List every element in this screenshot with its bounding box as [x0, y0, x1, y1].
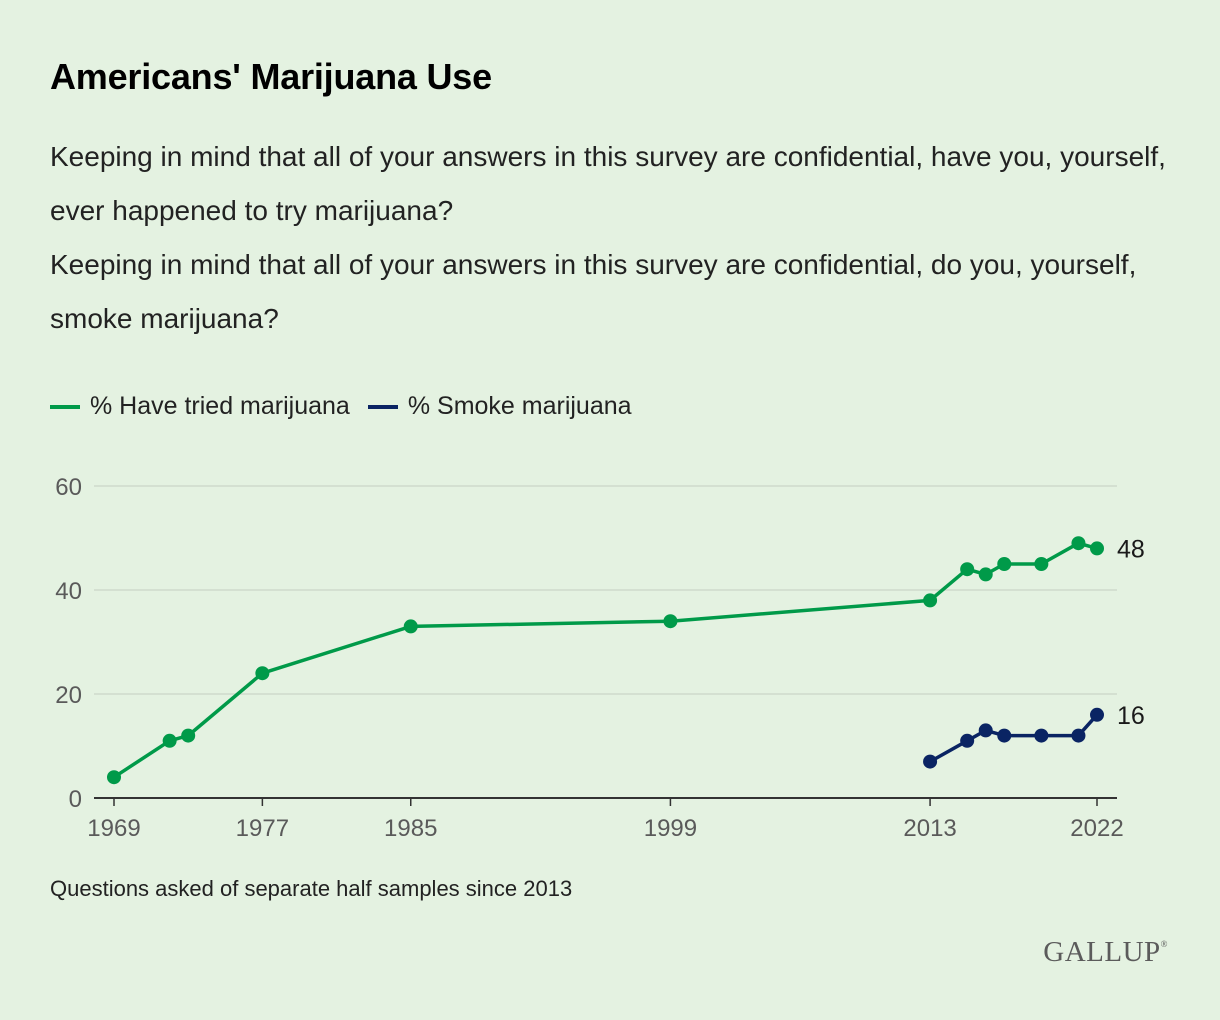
y-tick-label-40: 40: [55, 578, 82, 605]
data-point-tried-1973: [181, 728, 196, 743]
data-point-tried-2019: [1034, 557, 1049, 571]
gallup-logo: GALLUP®: [1043, 936, 1168, 968]
x-tick-label-2022: 2022: [1070, 815, 1123, 842]
series-line-tried: [113, 541, 1098, 779]
end-label-tried: 48: [1117, 535, 1145, 563]
data-point-smoke-2013: [923, 754, 938, 769]
data-point-tried-2016: [978, 567, 993, 582]
data-point-tried-1977: [255, 666, 270, 681]
data-point-tried-1969: [107, 770, 121, 785]
subtitle-question-tried: Keeping in mind that all of your answers…: [50, 141, 1166, 226]
data-point-smoke-2015: [960, 733, 975, 748]
data-point-tried-1999: [663, 614, 678, 629]
legend-label-smoke: % Smoke marijuana: [407, 392, 632, 420]
data-point-smoke-2022: [1090, 707, 1104, 722]
y-tick-label-60: 60: [55, 474, 82, 501]
data-point-smoke-2016: [978, 723, 993, 738]
data-point-tried-2017: [997, 557, 1012, 571]
data-point-tried-2021: [1071, 536, 1086, 551]
x-tick-label-2013: 2013: [903, 815, 956, 842]
chart-legend: % Have tried marijuana % Smoke marijuana: [50, 392, 650, 421]
subtitle-question-smoke: Keeping in mind that all of your answers…: [50, 249, 1137, 334]
chart-title: Americans' Marijuana Use: [50, 56, 492, 97]
x-tick-label-1977: 1977: [236, 815, 289, 842]
x-tick-label-1985: 1985: [384, 815, 437, 842]
legend-swatch-smoke: [367, 404, 398, 409]
x-tick-label-1969: 1969: [87, 815, 140, 842]
y-tick-label-20: 20: [55, 682, 82, 709]
legend-item-smoke: % Smoke marijuana: [367, 392, 632, 421]
legend-swatch-tried: [50, 404, 80, 409]
data-point-tried-2022: [1090, 541, 1104, 556]
data-point-smoke-2019: [1034, 728, 1049, 743]
end-label-smoke: 16: [1117, 702, 1145, 730]
data-point-tried-1972: [162, 733, 177, 748]
data-point-tried-2015: [960, 562, 975, 577]
legend-label-tried: % Have tried marijuana: [90, 392, 350, 420]
x-tick-label-1999: 1999: [644, 815, 697, 842]
y-tick-label-0: 0: [69, 786, 82, 813]
line-chart: 0 20 40 60 1969 1977 1985 1999 2013 2022 48 16: [55, 474, 1145, 842]
chart-subtitle: Keeping in mind that all of your answers…: [50, 130, 1170, 346]
chart-footnote: Questions asked of separate half samples…: [50, 876, 573, 901]
data-point-smoke-2021: [1071, 728, 1086, 743]
data-point-tried-2013: [923, 593, 938, 608]
legend-item-tried: % Have tried marijuana: [50, 392, 350, 421]
data-point-smoke-2017: [997, 728, 1012, 743]
data-point-tried-1985: [403, 619, 418, 634]
